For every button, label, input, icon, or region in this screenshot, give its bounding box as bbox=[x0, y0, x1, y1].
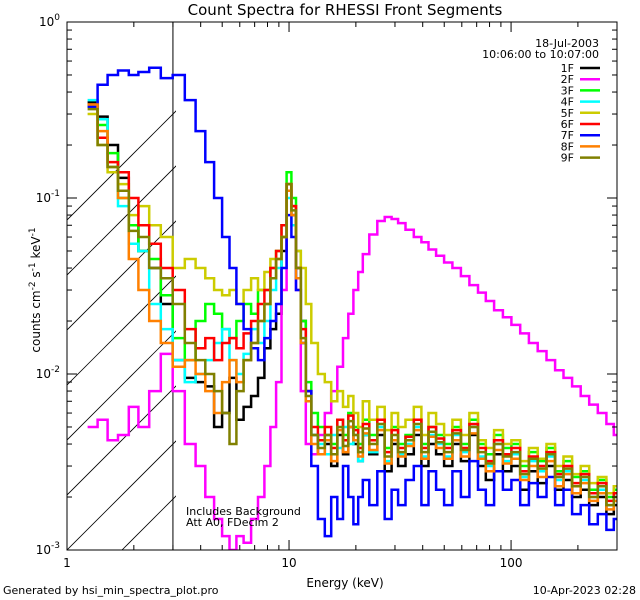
footer-date: 10-Apr-2023 02:28 bbox=[533, 584, 636, 597]
hatch-line bbox=[121, 495, 176, 550]
hatch-line bbox=[562, 350, 640, 550]
hatch-line bbox=[597, 22, 640, 350]
y-tick-label: 100 bbox=[39, 13, 60, 29]
plot-frame bbox=[66, 21, 618, 551]
series-9F bbox=[87, 107, 617, 507]
hatch-line bbox=[267, 22, 595, 350]
hatch-line bbox=[67, 220, 176, 331]
x-tick-label: 100 bbox=[500, 556, 523, 570]
annotation-attenuator: Att A0, FDecim 2 bbox=[186, 516, 279, 529]
hatch-line bbox=[156, 330, 176, 351]
hatch-line bbox=[67, 110, 176, 221]
x-tick-label: 1 bbox=[63, 556, 71, 570]
y-axis-label: counts cm-2 s-1 keV-1 bbox=[28, 227, 43, 352]
hatch-line bbox=[101, 275, 176, 351]
hatched-region bbox=[67, 22, 640, 550]
hatch-line bbox=[432, 22, 640, 350]
legend-label-9F: 9F bbox=[561, 152, 574, 165]
footer-generated-by: Generated by hsi_min_spectra_plot.pro bbox=[3, 584, 219, 597]
legend-label-1F: 1F bbox=[561, 62, 574, 75]
y-tick-label: 10-3 bbox=[36, 541, 60, 557]
y-tick-label: 10-2 bbox=[36, 365, 60, 381]
legend-label-8F: 8F bbox=[561, 140, 574, 153]
legend-label-5F: 5F bbox=[561, 107, 574, 120]
legend-label-4F: 4F bbox=[561, 96, 574, 109]
hatch-line bbox=[617, 350, 640, 550]
time-range-label: 10:06:00 to 10:07:00 bbox=[482, 48, 599, 61]
x-tick-label: 10 bbox=[281, 556, 296, 570]
series-group bbox=[87, 66, 617, 550]
chart-title: Count Spectra for RHESSI Front Segments bbox=[188, 1, 503, 19]
hatch-line bbox=[67, 349, 103, 386]
hatch-line bbox=[507, 350, 640, 550]
hatch-line bbox=[377, 22, 640, 350]
series-5F bbox=[87, 112, 617, 495]
annotation-background: Includes Background bbox=[186, 505, 301, 518]
legend-label-3F: 3F bbox=[561, 84, 574, 97]
series-4F bbox=[87, 98, 617, 507]
x-axis-label: Energy (keV) bbox=[306, 576, 383, 590]
legend-label-2F: 2F bbox=[561, 73, 574, 86]
series-1F bbox=[87, 100, 617, 516]
legend-label-6F: 6F bbox=[561, 118, 574, 131]
axes: 1 10 100 100 10-1 10-2 10-3 bbox=[36, 13, 618, 570]
hatch-line bbox=[67, 440, 176, 550]
hatch-line bbox=[322, 22, 640, 350]
series-8F bbox=[87, 103, 617, 511]
hatch-line bbox=[67, 385, 176, 496]
y-tick-label: 10-1 bbox=[36, 189, 60, 205]
series-3F bbox=[87, 105, 617, 499]
series-7F bbox=[87, 66, 617, 538]
hatch-line bbox=[542, 22, 640, 350]
date-label: 18-Jul-2003 bbox=[535, 37, 599, 50]
legend-label-7F: 7F bbox=[561, 129, 574, 142]
series-2F bbox=[87, 182, 617, 550]
hatch-line bbox=[67, 165, 176, 276]
series-6F bbox=[87, 103, 617, 503]
hatch-line bbox=[67, 349, 158, 441]
